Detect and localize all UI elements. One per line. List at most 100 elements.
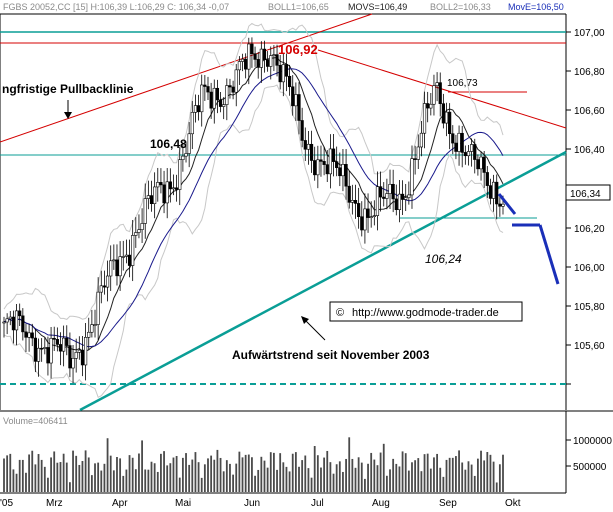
time-label: Mrz [46, 498, 63, 509]
candle-body [228, 85, 232, 88]
last-price-box: 106,34 [565, 184, 611, 201]
candle-body [451, 133, 455, 144]
volume-bar [411, 462, 413, 492]
volume-bar [191, 459, 194, 492]
volume-bar [216, 449, 219, 492]
candle-body [40, 347, 44, 350]
volume-bar [59, 462, 62, 492]
volume-bar [109, 455, 112, 492]
volume-bar [181, 457, 184, 492]
volume-bar [401, 451, 404, 492]
volume-bar [43, 466, 46, 492]
candle-body [200, 84, 204, 113]
candle-body [159, 182, 163, 186]
volume-bar [188, 464, 191, 492]
price-tick: 106,20 [574, 224, 605, 235]
price-tick: 106,00 [574, 263, 605, 274]
candle-body [131, 235, 135, 266]
volume-bar [257, 469, 260, 492]
volume-bar [298, 466, 300, 492]
candle-body [360, 216, 364, 231]
candle-body [168, 181, 172, 190]
candle-body [184, 153, 188, 157]
volume-bar [194, 452, 197, 492]
candle-body [444, 111, 449, 124]
move-label: MovE=106,50 [508, 2, 564, 12]
candle-body [284, 64, 289, 77]
volume-bar [348, 437, 351, 492]
volume-bar [385, 475, 388, 492]
volume-bar [197, 462, 200, 492]
price-tick: 106,60 [574, 106, 605, 117]
volume-bar [125, 469, 128, 492]
price-axis: 107,00 106,80 106,60 106,40 106,20 106,0… [566, 28, 605, 385]
volume-bar [141, 440, 143, 492]
candle-body [140, 223, 144, 230]
candle-body [83, 337, 88, 366]
volume-bar [203, 464, 206, 492]
candle-body [278, 65, 282, 83]
candle-body [187, 133, 191, 154]
volume-bar [97, 462, 100, 492]
volume-bar [122, 475, 125, 492]
candle-body [68, 345, 72, 369]
candle-body [118, 256, 122, 277]
volume-bar [241, 457, 244, 492]
volume-bar [62, 453, 65, 492]
volume-bar [222, 471, 225, 492]
candle-body [124, 254, 128, 257]
candle-body [410, 158, 414, 196]
volume-bar [489, 454, 492, 492]
candle-body [413, 158, 417, 160]
volume-bar [175, 455, 178, 492]
volume-bar [323, 457, 326, 492]
volume-bar [429, 468, 432, 492]
projection-path [497, 193, 560, 285]
candle-body [178, 159, 182, 190]
candle-body [379, 186, 383, 198]
volume-bar [483, 460, 486, 492]
candle-body [71, 358, 75, 369]
volume-bar [379, 452, 382, 492]
price-tick: 107,00 [574, 28, 605, 39]
candle-body [316, 159, 320, 176]
volume-bar [78, 464, 81, 492]
volume-bar [345, 458, 347, 492]
candle-body [165, 181, 169, 204]
candle-body [385, 193, 389, 199]
candle-body [266, 59, 270, 67]
support-low-label: 106,24 [425, 252, 462, 266]
candle-body [87, 331, 91, 338]
volume-tick: 500000 [573, 462, 607, 473]
candle-body [300, 120, 304, 141]
volume-bar [200, 477, 203, 492]
candle-body [196, 105, 201, 113]
volume-bar [28, 454, 31, 492]
candle-body [306, 143, 311, 150]
volume-bars [3, 437, 504, 492]
volume-bar [160, 453, 162, 492]
candle-body [422, 103, 427, 134]
candle-body [491, 181, 496, 199]
candle-body [99, 285, 103, 293]
candle-body [52, 337, 56, 340]
candle-body [347, 185, 351, 203]
volume-bar [389, 469, 391, 492]
volume-bar [357, 457, 360, 492]
candle-body [388, 183, 392, 194]
volume-bar [9, 453, 12, 492]
volume-bar [213, 459, 216, 492]
volume-bar [138, 453, 140, 492]
volume-bar [436, 453, 438, 492]
volume-bar [100, 470, 103, 492]
price-tick: 105,60 [574, 341, 605, 352]
time-label: Aug [372, 498, 390, 509]
volume-bar [150, 461, 153, 492]
candle-body [297, 94, 301, 121]
candle-body [303, 140, 307, 150]
volume-bar [56, 462, 59, 492]
volume-bar [376, 465, 379, 492]
volume-bar [329, 462, 332, 492]
volume-bar [247, 454, 250, 492]
